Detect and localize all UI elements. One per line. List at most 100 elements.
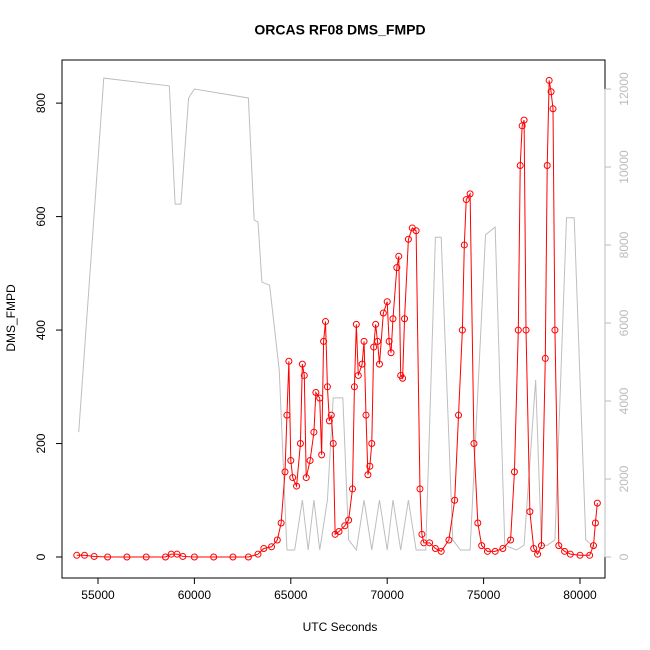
data-point — [516, 162, 524, 170]
series-line — [76, 80, 598, 558]
data-point — [321, 318, 329, 326]
data-point — [576, 551, 584, 559]
data-point — [283, 411, 291, 419]
data-point — [431, 544, 439, 552]
data-point — [395, 252, 403, 260]
data-point — [466, 190, 474, 198]
y2-tick-label: 4000 — [617, 387, 631, 414]
series-line — [78, 77, 596, 552]
y-tick-label: 400 — [34, 320, 48, 340]
data-point — [366, 462, 374, 470]
data-point — [401, 315, 409, 323]
data-point — [372, 320, 380, 328]
data-point — [73, 551, 81, 559]
data-point — [316, 394, 324, 402]
data-point — [545, 76, 553, 84]
x-tick-label: 75000 — [467, 588, 501, 602]
x-tick-label: 65000 — [274, 588, 308, 602]
data-point — [370, 343, 378, 351]
data-point — [561, 547, 569, 555]
data-point — [458, 326, 466, 334]
data-point — [543, 162, 551, 170]
data-point — [300, 371, 308, 379]
data-point — [374, 337, 382, 345]
data-point — [385, 337, 393, 345]
data-point — [586, 551, 594, 559]
y2-tick-label: 12000 — [617, 72, 631, 106]
data-point — [161, 553, 169, 561]
data-point — [173, 550, 181, 558]
y-tick-label: 600 — [34, 206, 48, 226]
data-point — [320, 337, 328, 345]
data-point — [537, 542, 545, 550]
data-point — [522, 326, 530, 334]
data-point — [190, 553, 198, 561]
data-point — [551, 326, 559, 334]
data-point — [387, 349, 395, 357]
data-point — [142, 553, 150, 561]
data-point — [368, 440, 376, 448]
data-point — [329, 440, 337, 448]
data-point — [302, 474, 310, 482]
data-point — [549, 105, 557, 113]
data-point — [591, 519, 599, 527]
data-point — [285, 357, 293, 365]
data-point — [451, 496, 459, 504]
data-point — [404, 235, 412, 243]
data-point — [437, 547, 445, 555]
data-point — [462, 196, 470, 204]
data-point — [289, 474, 297, 482]
data-point — [104, 553, 112, 561]
data-point — [555, 542, 563, 550]
data-point — [358, 360, 366, 368]
data-point — [244, 553, 252, 561]
data-point — [383, 298, 391, 306]
data-point — [306, 457, 314, 465]
data-point — [287, 457, 295, 465]
y2-tick-label: 2000 — [617, 465, 631, 492]
x-tick-label: 55000 — [81, 588, 115, 602]
data-point — [260, 544, 268, 552]
data-point — [393, 264, 401, 272]
y-tick-label: 200 — [34, 433, 48, 453]
data-point — [123, 553, 131, 561]
data-point — [460, 241, 468, 249]
data-point — [179, 552, 187, 560]
data-point — [526, 508, 534, 516]
data-point — [389, 315, 397, 323]
y-tick-label: 800 — [34, 93, 48, 113]
data-point — [354, 371, 362, 379]
data-point — [364, 471, 372, 479]
data-point — [547, 88, 555, 96]
data-point — [478, 542, 486, 550]
data-point — [293, 482, 301, 490]
data-point — [418, 530, 426, 538]
y2-tick-label: 10000 — [617, 150, 631, 184]
x-axis-label: UTC Seconds — [303, 620, 378, 634]
data-point — [455, 411, 463, 419]
data-point — [273, 536, 281, 544]
data-point — [566, 550, 574, 558]
data-point — [483, 547, 491, 555]
x-tick-label: 70000 — [371, 588, 405, 602]
data-point — [375, 360, 383, 368]
data-point — [254, 550, 262, 558]
data-point — [310, 428, 318, 436]
data-point — [362, 411, 370, 419]
data-point — [318, 451, 326, 459]
data-point — [510, 468, 518, 476]
data-point — [350, 383, 358, 391]
data-point — [499, 544, 507, 552]
data-point — [426, 539, 434, 547]
x-tick-label: 60000 — [178, 588, 212, 602]
data-point — [534, 550, 542, 558]
y2-tick-label: 0 — [617, 553, 631, 560]
data-point — [412, 227, 420, 235]
data-point — [229, 553, 237, 561]
data-point — [379, 309, 387, 317]
y-axis-label: DMS_FMPD — [4, 284, 18, 352]
data-point — [80, 551, 88, 559]
data-point — [445, 536, 453, 544]
data-point — [399, 374, 407, 382]
